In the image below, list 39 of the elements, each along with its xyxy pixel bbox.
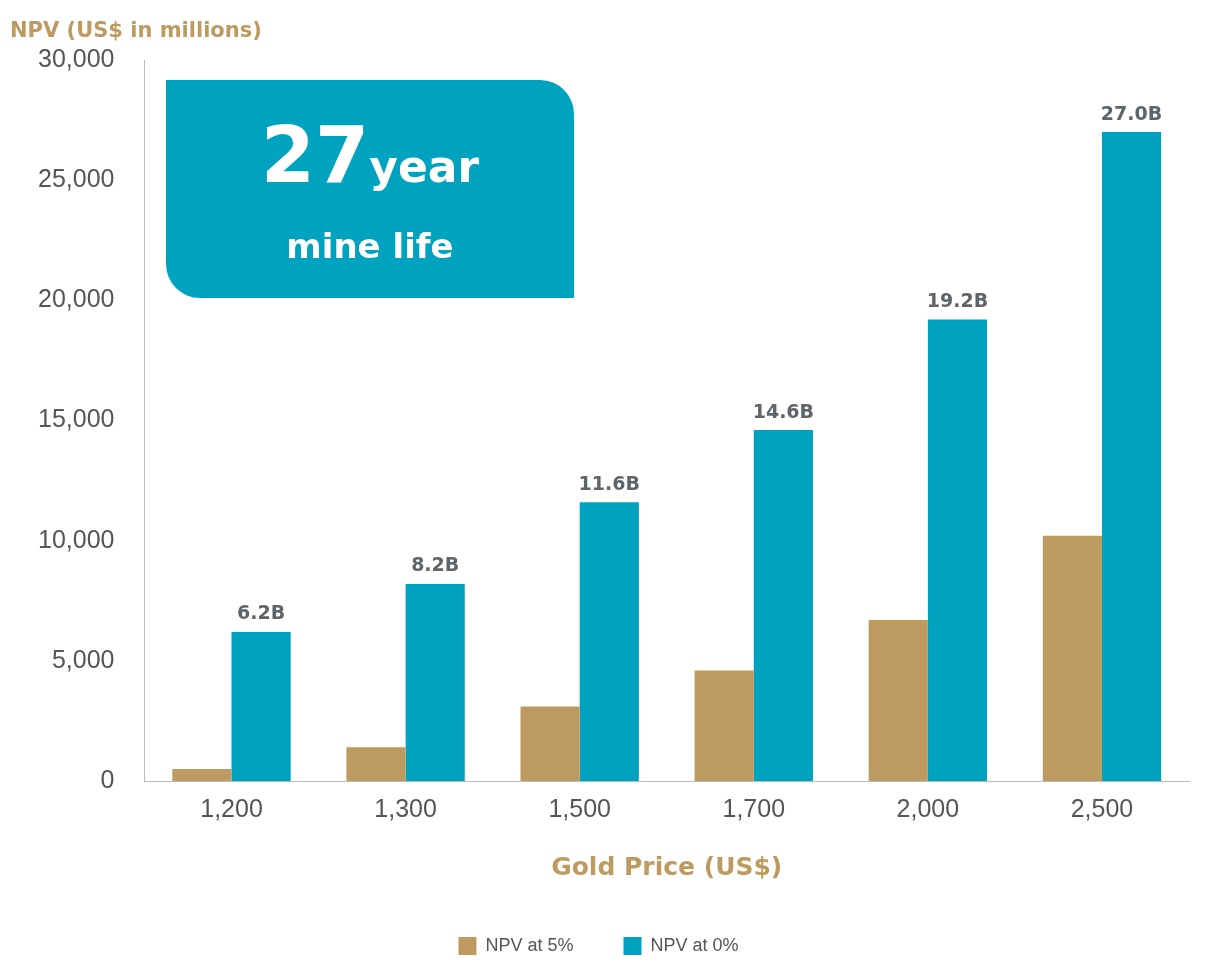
annotation: 6.2B <box>237 601 286 624</box>
annotation: 14.6B <box>752 399 815 422</box>
x-tick-label: 2,000 <box>896 793 960 822</box>
bar <box>172 768 232 781</box>
x-tick-label: 1,300 <box>374 793 437 822</box>
annotation: 19.2B <box>926 289 989 311</box>
bar <box>520 706 580 781</box>
y-tick-label: 30,000 <box>38 43 115 72</box>
legend-label: NPV at 0% <box>650 934 739 955</box>
x-tick-label: 1,500 <box>548 793 611 822</box>
bar <box>1101 132 1162 781</box>
x-tick-label: 1,200 <box>200 793 263 822</box>
bar <box>346 747 406 781</box>
bar <box>927 319 988 781</box>
bar <box>694 670 754 781</box>
y-tick-label: 15,000 <box>38 404 115 433</box>
x-tick-label: 2,500 <box>1070 793 1134 822</box>
y-tick-label: 0 <box>100 764 115 793</box>
annotation: mine life <box>285 226 455 266</box>
y-tick-label: 5,000 <box>51 644 115 673</box>
bar <box>579 502 639 781</box>
annotation: 27 <box>260 110 370 200</box>
annotation: 11.6B <box>578 471 640 494</box>
bar <box>868 619 928 781</box>
bar <box>753 430 813 781</box>
x-tick-label: 1,700 <box>722 793 786 822</box>
y-tick-label: 10,000 <box>38 524 115 553</box>
annotation: 27.0B <box>1100 101 1163 124</box>
y-tick-label: 25,000 <box>38 164 115 193</box>
callout-box: 27year mine life <box>166 80 574 298</box>
x-axis-title: Gold Price (US$) <box>551 851 783 881</box>
bar <box>231 631 291 781</box>
y-tick-label: 20,000 <box>38 284 115 313</box>
annotation: 8.2B <box>411 553 460 576</box>
annotation: year <box>369 141 480 192</box>
y-axis-title: NPV (US$ in millions) <box>10 18 262 42</box>
legend-label: NPV at 5% <box>485 934 574 955</box>
bar <box>405 583 465 781</box>
bar <box>1042 535 1102 781</box>
